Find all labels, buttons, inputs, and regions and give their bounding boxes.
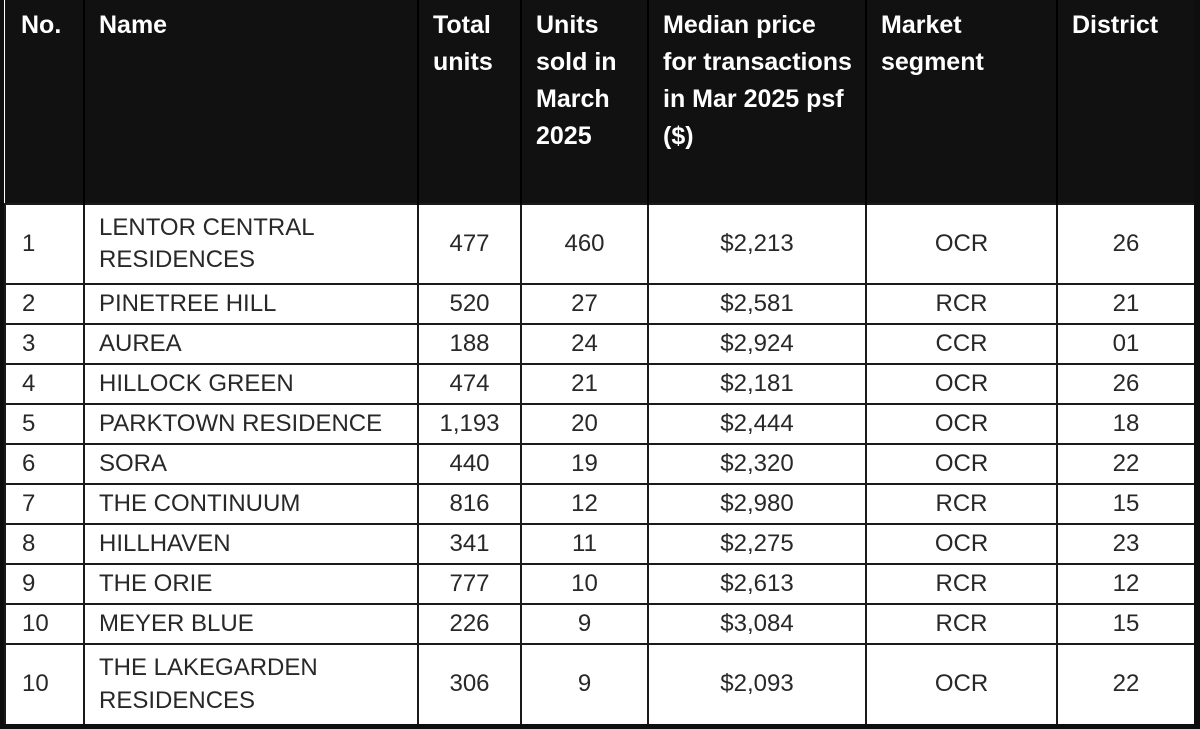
- cell-median_price: $3,084: [647, 603, 867, 645]
- cell-name: MEYER BLUE: [83, 603, 419, 645]
- cell-market_segment: OCR: [865, 363, 1058, 405]
- cell-no: 10: [4, 603, 85, 645]
- cell-median_price: $2,320: [647, 443, 867, 485]
- cell-total_units: 1,193: [417, 403, 522, 445]
- cell-median_price: $2,093: [647, 643, 867, 724]
- cell-name: LENTOR CENTRAL RESIDENCES: [83, 203, 419, 285]
- cell-district: 18: [1056, 403, 1194, 445]
- cell-units_sold: 11: [520, 523, 649, 565]
- cell-total_units: 474: [417, 363, 522, 405]
- cell-district: 01: [1056, 323, 1194, 365]
- table-row: 10 MEYER BLUE 226 9 $3,084 RCR 15: [4, 603, 1194, 645]
- cell-market_segment: OCR: [865, 203, 1058, 285]
- cell-units_sold: 10: [520, 563, 649, 605]
- cell-total_units: 341: [417, 523, 522, 565]
- cell-total_units: 777: [417, 563, 522, 605]
- cell-median_price: $2,980: [647, 483, 867, 525]
- cell-name: SORA: [83, 443, 419, 485]
- table-row: 10 THE LAKEGARDEN RESIDENCES 306 9 $2,093 OCR…: [4, 643, 1194, 724]
- cell-median_price: $2,613: [647, 563, 867, 605]
- cell-no: 6: [4, 443, 85, 485]
- cell-district: 15: [1056, 603, 1194, 645]
- cell-name: THE LAKEGARDEN RESIDENCES: [83, 643, 419, 724]
- cell-total_units: 306: [417, 643, 522, 724]
- cell-district: 26: [1056, 203, 1194, 285]
- cell-median_price: $2,181: [647, 363, 867, 405]
- cell-median_price: $2,924: [647, 323, 867, 365]
- cell-market_segment: RCR: [865, 283, 1058, 325]
- cell-no: 4: [4, 363, 85, 405]
- cell-market_segment: OCR: [865, 403, 1058, 445]
- property-sales-table: No. Name Total units Units sold in March 20…: [4, 0, 1194, 724]
- cell-market_segment: RCR: [865, 563, 1058, 605]
- table-row: 4 HILLOCK GREEN 474 21 $2,181 OCR 26: [4, 363, 1194, 405]
- cell-total_units: 440: [417, 443, 522, 485]
- cell-median_price: $2,213: [647, 203, 867, 285]
- cell-market_segment: OCR: [865, 523, 1058, 565]
- table-row: 1 LENTOR CENTRAL RESIDENCES 477 460 $2,213 OC…: [4, 203, 1194, 285]
- cell-median_price: $2,444: [647, 403, 867, 445]
- cell-no: 10: [4, 643, 85, 724]
- cell-units_sold: 27: [520, 283, 649, 325]
- cell-district: 12: [1056, 563, 1194, 605]
- cell-units_sold: 24: [520, 323, 649, 365]
- cell-market_segment: OCR: [865, 443, 1058, 485]
- column-header-units_sold: Units sold in March 2025: [520, 0, 648, 204]
- cell-total_units: 520: [417, 283, 522, 325]
- cell-name: PINETREE HILL: [83, 283, 419, 325]
- cell-units_sold: 9: [520, 643, 649, 724]
- cell-no: 7: [4, 483, 85, 525]
- cell-district: 15: [1056, 483, 1194, 525]
- cell-name: PARKTOWN RESIDENCE: [83, 403, 419, 445]
- cell-units_sold: 19: [520, 443, 649, 485]
- cell-median_price: $2,275: [647, 523, 867, 565]
- cell-no: 5: [4, 403, 85, 445]
- cell-market_segment: RCR: [865, 483, 1058, 525]
- column-header-total_units: Total units: [417, 0, 521, 204]
- table-row: 8 HILLHAVEN 341 11 $2,275 OCR 23: [4, 523, 1194, 565]
- cell-total_units: 816: [417, 483, 522, 525]
- cell-name: AUREA: [83, 323, 419, 365]
- cell-district: 26: [1056, 363, 1194, 405]
- column-header-name: Name: [83, 0, 418, 204]
- cell-name: THE CONTINUUM: [83, 483, 419, 525]
- cell-total_units: 226: [417, 603, 522, 645]
- cell-no: 8: [4, 523, 85, 565]
- cell-total_units: 188: [417, 323, 522, 365]
- table-row: 3 AUREA 188 24 $2,924 CCR 01: [4, 323, 1194, 365]
- cell-no: 3: [4, 323, 85, 365]
- column-header-market_segment: Market segment: [865, 0, 1057, 204]
- table-row: 7 THE CONTINUUM 816 12 $2,980 RCR 15: [4, 483, 1194, 525]
- cell-market_segment: OCR: [865, 643, 1058, 724]
- cell-name: HILLHAVEN: [83, 523, 419, 565]
- header-row: No. Name Total units Units sold in March 20…: [5, 0, 1194, 204]
- cell-no: 9: [4, 563, 85, 605]
- table-row: 2 PINETREE HILL 520 27 $2,581 RCR 21: [4, 283, 1194, 325]
- cell-units_sold: 20: [520, 403, 649, 445]
- cell-name: THE ORIE: [83, 563, 419, 605]
- cell-district: 22: [1056, 443, 1194, 485]
- cell-market_segment: RCR: [865, 603, 1058, 645]
- cell-median_price: $2,581: [647, 283, 867, 325]
- table-row: 5 PARKTOWN RESIDENCE 1,193 20 $2,444 OCR 18: [4, 403, 1194, 445]
- cell-district: 23: [1056, 523, 1194, 565]
- cell-units_sold: 21: [520, 363, 649, 405]
- column-header-district: District: [1056, 0, 1194, 204]
- cell-no: 2: [4, 283, 85, 325]
- cell-district: 21: [1056, 283, 1194, 325]
- column-header-no: No.: [5, 0, 84, 204]
- cell-units_sold: 460: [520, 203, 649, 285]
- cell-name: HILLOCK GREEN: [83, 363, 419, 405]
- cell-total_units: 477: [417, 203, 522, 285]
- column-header-median_price: Median price for transactions in Mar 202…: [647, 0, 866, 204]
- table-row: 9 THE ORIE 777 10 $2,613 RCR 12: [4, 563, 1194, 605]
- cell-units_sold: 9: [520, 603, 649, 645]
- cell-district: 22: [1056, 643, 1194, 724]
- cell-no: 1: [4, 203, 85, 285]
- table-row: 6 SORA 440 19 $2,320 OCR 22: [4, 443, 1194, 485]
- cell-units_sold: 12: [520, 483, 649, 525]
- table-body: 1 LENTOR CENTRAL RESIDENCES 477 460 $2,213 OC…: [4, 203, 1194, 724]
- cell-market_segment: CCR: [865, 323, 1058, 365]
